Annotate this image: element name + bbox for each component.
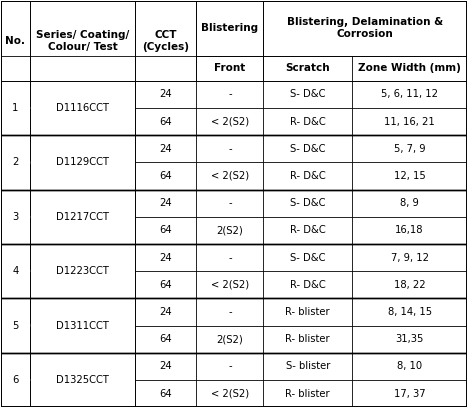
Bar [0, 215, 135, 218]
Bar [0, 379, 135, 381]
Text: Blistering, Delamination &
Corrosion: Blistering, Delamination & Corrosion [287, 17, 444, 39]
Text: D1325CCT: D1325CCT [56, 375, 109, 385]
Text: 24: 24 [159, 307, 172, 317]
Text: -: - [228, 144, 232, 154]
Text: 2: 2 [12, 157, 18, 167]
Bar [0, 161, 135, 164]
Bar [0, 107, 135, 109]
Text: 64: 64 [159, 389, 172, 399]
Text: R- blister: R- blister [285, 389, 330, 399]
Text: R- blister: R- blister [285, 307, 330, 317]
Text: 24: 24 [159, 144, 172, 154]
Text: R- D&C: R- D&C [290, 117, 326, 126]
Text: 4: 4 [12, 266, 18, 276]
Text: 5, 6, 11, 12: 5, 6, 11, 12 [381, 89, 438, 99]
Text: 12, 15: 12, 15 [394, 171, 426, 181]
Text: Scratch: Scratch [285, 63, 330, 73]
Text: < 2(S2): < 2(S2) [211, 389, 249, 399]
Text: 2(S2): 2(S2) [217, 334, 243, 344]
Text: S- D&C: S- D&C [290, 253, 326, 263]
Text: S- blister: S- blister [285, 361, 330, 371]
Text: Front: Front [214, 63, 246, 73]
Text: R- blister: R- blister [285, 334, 330, 344]
Text: S- D&C: S- D&C [290, 89, 326, 99]
Text: 8, 9: 8, 9 [400, 198, 419, 208]
Text: 2(S2): 2(S2) [217, 225, 243, 235]
Text: D1311CCT: D1311CCT [56, 321, 109, 330]
Text: S- D&C: S- D&C [290, 144, 326, 154]
Text: -: - [228, 253, 232, 263]
Text: S- D&C: S- D&C [290, 198, 326, 208]
Text: 8, 14, 15: 8, 14, 15 [388, 307, 432, 317]
Text: D1217CCT: D1217CCT [56, 212, 109, 222]
Text: R- D&C: R- D&C [290, 225, 326, 235]
Text: 17, 37: 17, 37 [394, 389, 426, 399]
Text: 11, 16, 21: 11, 16, 21 [384, 117, 435, 126]
Text: D1223CCT: D1223CCT [56, 266, 109, 276]
Text: -: - [228, 198, 232, 208]
Bar [0, 270, 135, 273]
Text: < 2(S2): < 2(S2) [211, 171, 249, 181]
Text: 64: 64 [159, 117, 172, 126]
Text: < 2(S2): < 2(S2) [211, 280, 249, 290]
Text: 24: 24 [159, 253, 172, 263]
Text: -: - [228, 361, 232, 371]
Bar [0, 324, 135, 327]
Text: R- D&C: R- D&C [290, 171, 326, 181]
Text: 24: 24 [159, 361, 172, 371]
Text: No.: No. [5, 36, 26, 46]
Text: D1116CCT: D1116CCT [56, 103, 109, 113]
Text: Series/ Coating/
Colour/ Test: Series/ Coating/ Colour/ Test [36, 30, 129, 51]
Text: 1: 1 [12, 103, 18, 113]
Text: 31,35: 31,35 [395, 334, 424, 344]
Text: 7, 9, 12: 7, 9, 12 [391, 253, 428, 263]
Text: -: - [228, 89, 232, 99]
Text: 5, 7, 9: 5, 7, 9 [394, 144, 426, 154]
Text: 18, 22: 18, 22 [394, 280, 426, 290]
Text: 64: 64 [159, 225, 172, 235]
Text: 8, 10: 8, 10 [397, 361, 422, 371]
Text: R- D&C: R- D&C [290, 280, 326, 290]
Text: D1129CCT: D1129CCT [56, 157, 109, 167]
Text: 64: 64 [159, 171, 172, 181]
Text: 24: 24 [159, 198, 172, 208]
Text: 64: 64 [159, 280, 172, 290]
Text: -: - [228, 307, 232, 317]
Text: CCT
(Cycles): CCT (Cycles) [142, 30, 189, 51]
Text: < 2(S2): < 2(S2) [211, 117, 249, 126]
Text: 6: 6 [12, 375, 18, 385]
Text: 16,18: 16,18 [395, 225, 424, 235]
Text: 24: 24 [159, 89, 172, 99]
Text: Zone Width (mm): Zone Width (mm) [358, 63, 461, 73]
Text: 3: 3 [12, 212, 18, 222]
Text: 5: 5 [12, 321, 18, 330]
Text: Blistering: Blistering [201, 23, 258, 33]
Text: 64: 64 [159, 334, 172, 344]
